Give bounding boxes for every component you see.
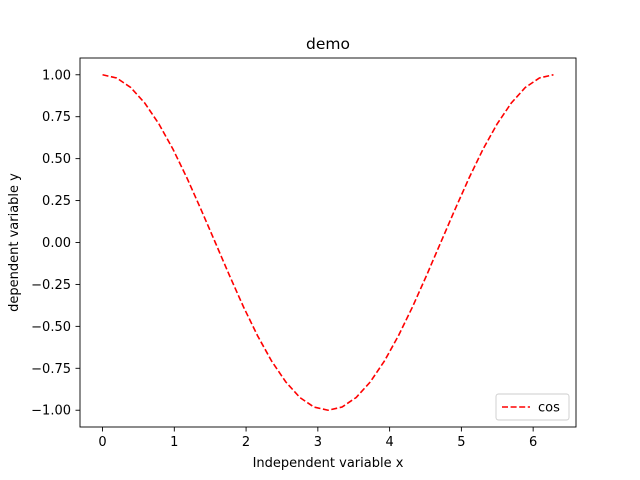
x-tick-label: 0 [98, 435, 106, 450]
x-tick-label: 1 [170, 435, 178, 450]
x-tick-label: 5 [457, 435, 465, 450]
y-tick-label: 1.00 [42, 68, 71, 83]
legend: cos [495, 393, 570, 421]
x-tick-label: 4 [385, 435, 393, 450]
y-axis-label: dependent variable y [7, 173, 22, 312]
y-tick-label: 0.25 [42, 194, 71, 209]
chart-title: demo [306, 35, 350, 53]
y-tick-label: −1.00 [31, 404, 71, 419]
x-tick-label: 2 [242, 435, 250, 450]
y-axis: 1.00 0.75 0.50 0.25 0.00 −0.25 −0.50 −0.75 −1.00 [31, 68, 80, 419]
y-tick-label: −0.25 [31, 278, 71, 293]
x-axis: 0 1 2 3 4 5 6 [98, 427, 537, 450]
y-tick-label: 0.75 [42, 110, 71, 125]
legend-box [495, 393, 570, 421]
y-tick-label: 0.00 [42, 236, 71, 251]
x-axis-label: Independent variable x [253, 456, 404, 471]
x-tick-label: 6 [529, 435, 537, 450]
x-tick-label: 3 [314, 435, 322, 450]
legend-label-cos: cos [538, 401, 560, 416]
series-line-cos [102, 73, 554, 412]
y-tick-label: −0.75 [31, 362, 71, 377]
y-tick-label: −0.50 [31, 320, 71, 335]
y-tick-label: 0.50 [42, 152, 71, 167]
